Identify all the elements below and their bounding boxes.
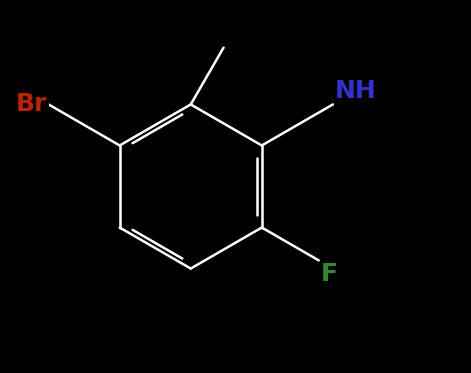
Text: NH: NH [335, 79, 376, 103]
Text: Br: Br [16, 93, 47, 116]
Text: F: F [321, 262, 338, 286]
